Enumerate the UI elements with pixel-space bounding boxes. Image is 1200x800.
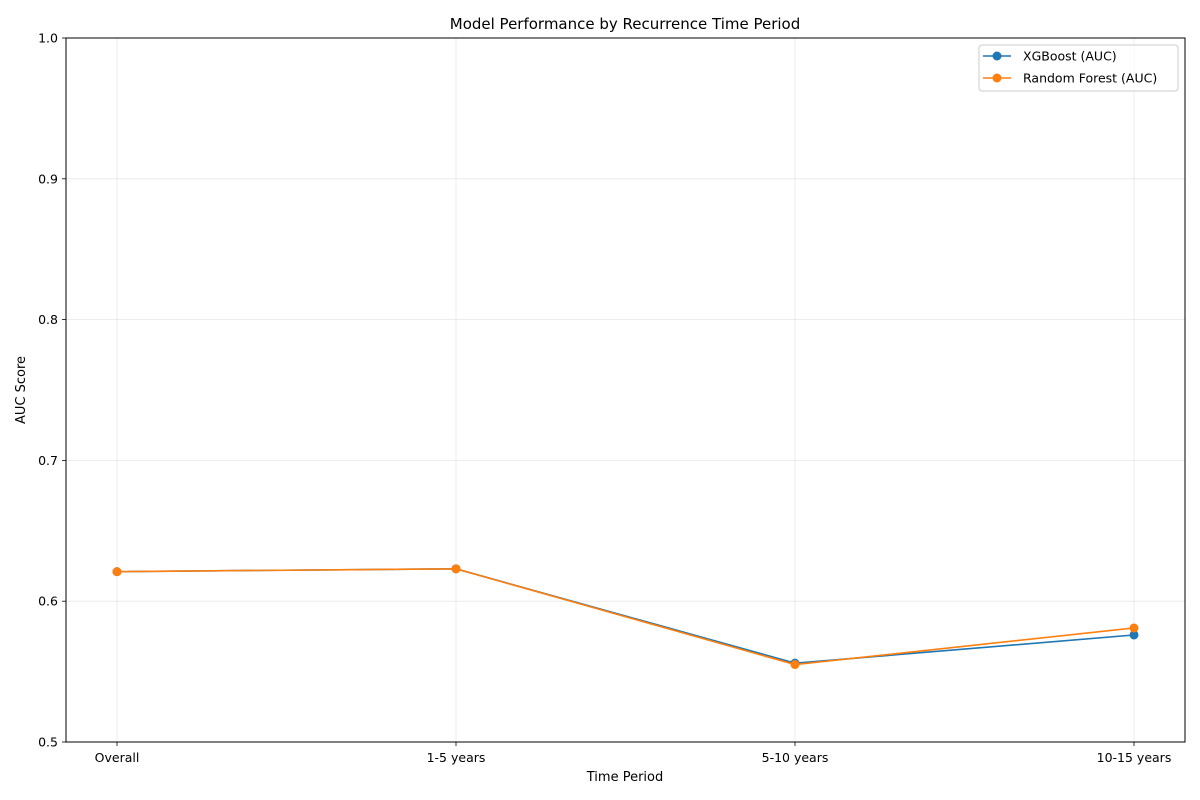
y-tick-label: 0.8 — [38, 312, 58, 327]
y-tick-label: 0.7 — [38, 453, 58, 468]
legend-label: XGBoost (AUC) — [1023, 49, 1117, 64]
y-axis-label: AUC Score — [14, 356, 29, 424]
data-point — [1129, 630, 1139, 640]
legend-items: XGBoost (AUC) Random Forest (AUC) — [983, 49, 1157, 86]
y-tick-label: 0.6 — [38, 594, 58, 609]
x-tick-label: 5-10 years — [762, 750, 829, 765]
series — [112, 564, 1139, 670]
plot-frame — [65, 37, 1186, 743]
series-2 — [112, 564, 1139, 670]
data-point — [1129, 623, 1139, 633]
legend-label: Random Forest (AUC) — [1023, 71, 1157, 86]
legend-swatch-marker — [992, 51, 1002, 61]
chart-title: Model Performance by Recurrence Time Per… — [450, 15, 801, 33]
legend: XGBoost (AUC) Random Forest (AUC) — [978, 44, 1179, 92]
x-tick-label: 1-5 years — [427, 750, 486, 765]
legend-item: Random Forest (AUC) — [983, 71, 1157, 86]
x-tick-label: 10-15 years — [1097, 750, 1172, 765]
data-point — [112, 567, 122, 577]
x-tick-label: Overall — [95, 750, 140, 765]
axis-ticks: Overall 1-5 years 5-10 years 10-15 years 0.5… — [38, 31, 1171, 766]
legend-swatch-marker — [992, 73, 1002, 83]
y-tick-label: 1.0 — [38, 31, 58, 46]
legend-item: XGBoost (AUC) — [983, 49, 1117, 64]
x-axis-label: Time Period — [586, 770, 663, 785]
series-line — [116, 568, 1135, 666]
data-point — [451, 564, 461, 574]
legend-box — [978, 44, 1179, 92]
y-tick-label: 0.9 — [38, 171, 58, 186]
y-tick-label: 0.5 — [38, 735, 58, 750]
data-point — [790, 660, 800, 670]
